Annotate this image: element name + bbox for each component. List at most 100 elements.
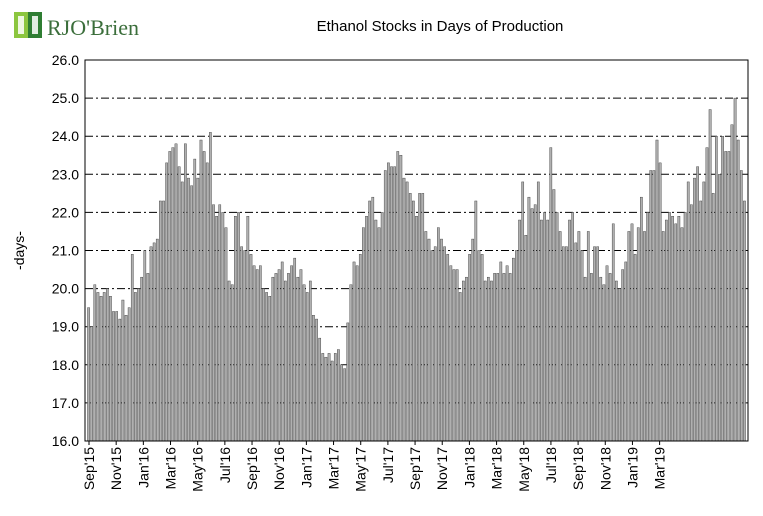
bar [733, 97, 737, 442]
bar [243, 250, 247, 442]
bar [621, 269, 624, 442]
bar [462, 280, 465, 442]
bar [209, 132, 212, 442]
bar [333, 353, 337, 442]
bar [377, 227, 381, 442]
bar [402, 177, 406, 442]
bar [480, 254, 484, 442]
bar [677, 216, 681, 442]
bar [415, 216, 418, 442]
bar [174, 143, 178, 442]
y-tick-label: 16.0 [52, 433, 79, 449]
bar [143, 250, 147, 442]
bar [618, 288, 621, 442]
bar [571, 212, 574, 442]
bar [277, 269, 281, 442]
x-tick-label: Mar'17 [326, 447, 342, 490]
bar [399, 155, 403, 442]
x-tick-label: Sep'17 [407, 447, 423, 490]
bar [636, 227, 640, 442]
bar [449, 265, 453, 442]
bar [593, 246, 596, 442]
y-tick-label: 26.0 [52, 52, 79, 68]
bar [324, 356, 328, 442]
bar [305, 292, 309, 442]
bar [421, 193, 425, 442]
x-tick-label: Nov'17 [434, 447, 450, 490]
bar [121, 299, 125, 442]
bar [315, 318, 318, 442]
bar [165, 162, 168, 442]
bar [649, 170, 653, 442]
bar [727, 151, 731, 442]
bar [368, 200, 371, 442]
bar [555, 212, 559, 442]
bar [221, 212, 225, 442]
bar [130, 254, 134, 442]
bar [533, 204, 537, 442]
bar [390, 166, 393, 442]
x-tick-label: Jan'17 [298, 447, 314, 488]
x-tick-label: May'16 [190, 447, 206, 492]
bar [177, 166, 181, 442]
x-tick-label: Sep'15 [81, 447, 97, 490]
bar [708, 109, 712, 442]
bar [427, 238, 431, 442]
bar [565, 246, 568, 442]
bar [118, 318, 122, 442]
bar [255, 269, 259, 442]
bar [530, 208, 534, 442]
bar [590, 273, 593, 442]
bar [274, 273, 278, 442]
logo-mark-icon [14, 12, 42, 38]
bar [452, 269, 456, 442]
bar [690, 204, 693, 442]
x-tick-label: Nov'15 [108, 447, 124, 490]
bar [596, 246, 599, 442]
bars [87, 97, 746, 442]
bar [124, 315, 128, 442]
bar [608, 273, 612, 442]
bar [149, 246, 153, 442]
bar [711, 193, 715, 442]
bar [159, 200, 162, 442]
bar [112, 311, 115, 442]
bar [318, 337, 322, 442]
x-tick-label: Mar'19 [652, 447, 668, 490]
bar [665, 219, 668, 442]
bar [552, 189, 556, 442]
bar [358, 254, 362, 442]
bar [302, 284, 306, 442]
bar [599, 276, 603, 442]
bar [699, 200, 703, 442]
bar [655, 139, 659, 442]
bar [405, 181, 409, 442]
plot-frame [84, 59, 749, 442]
bar [218, 204, 222, 442]
y-tick-label: 19.0 [52, 319, 79, 335]
bar [546, 219, 549, 442]
bar [346, 322, 350, 442]
bar [227, 280, 231, 442]
bar [337, 349, 340, 442]
bar [127, 307, 131, 442]
bar [611, 223, 615, 442]
bar [102, 292, 106, 442]
bar [268, 296, 272, 442]
bar [284, 280, 287, 442]
bar [543, 212, 546, 442]
bar [696, 166, 699, 442]
bar [387, 162, 390, 442]
bar [249, 254, 253, 442]
bar [237, 212, 240, 442]
bar [446, 254, 450, 442]
bar [730, 124, 734, 442]
bar [287, 273, 290, 442]
x-tick-label: Sep'16 [244, 447, 260, 490]
bar [443, 246, 446, 442]
bar [627, 231, 631, 442]
bar [393, 166, 396, 442]
bar [458, 292, 462, 442]
bar [568, 219, 571, 442]
